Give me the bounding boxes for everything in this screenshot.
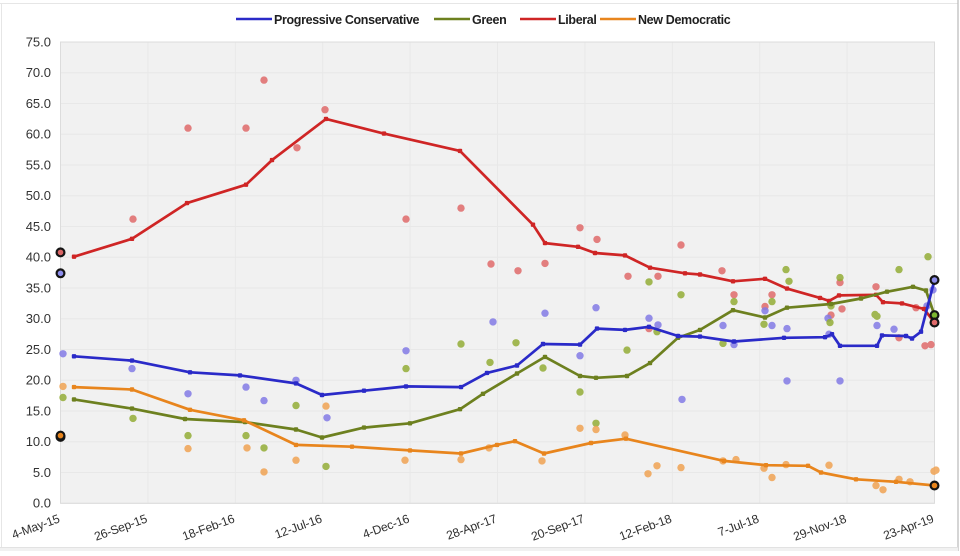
svg-text:30.0: 30.0: [26, 311, 51, 326]
svg-text:Green: Green: [472, 13, 506, 27]
svg-text:10.0: 10.0: [26, 434, 51, 449]
svg-text:New Democratic: New Democratic: [638, 13, 731, 27]
svg-text:75.0: 75.0: [26, 34, 51, 49]
svg-text:65.0: 65.0: [26, 96, 51, 111]
svg-text:70.0: 70.0: [26, 65, 51, 80]
svg-text:25.0: 25.0: [26, 342, 51, 357]
svg-text:0.0: 0.0: [33, 496, 51, 511]
svg-text:15.0: 15.0: [26, 403, 51, 418]
svg-text:50.0: 50.0: [26, 188, 51, 203]
svg-text:35.0: 35.0: [26, 280, 51, 295]
svg-text:Progressive Conservative: Progressive Conservative: [274, 13, 420, 27]
svg-text:40.0: 40.0: [26, 250, 51, 265]
svg-text:5.0: 5.0: [33, 465, 51, 480]
svg-text:60.0: 60.0: [26, 127, 51, 142]
svg-text:20.0: 20.0: [26, 373, 51, 388]
svg-text:Liberal: Liberal: [558, 13, 597, 27]
svg-text:55.0: 55.0: [26, 157, 51, 172]
svg-text:45.0: 45.0: [26, 219, 51, 234]
